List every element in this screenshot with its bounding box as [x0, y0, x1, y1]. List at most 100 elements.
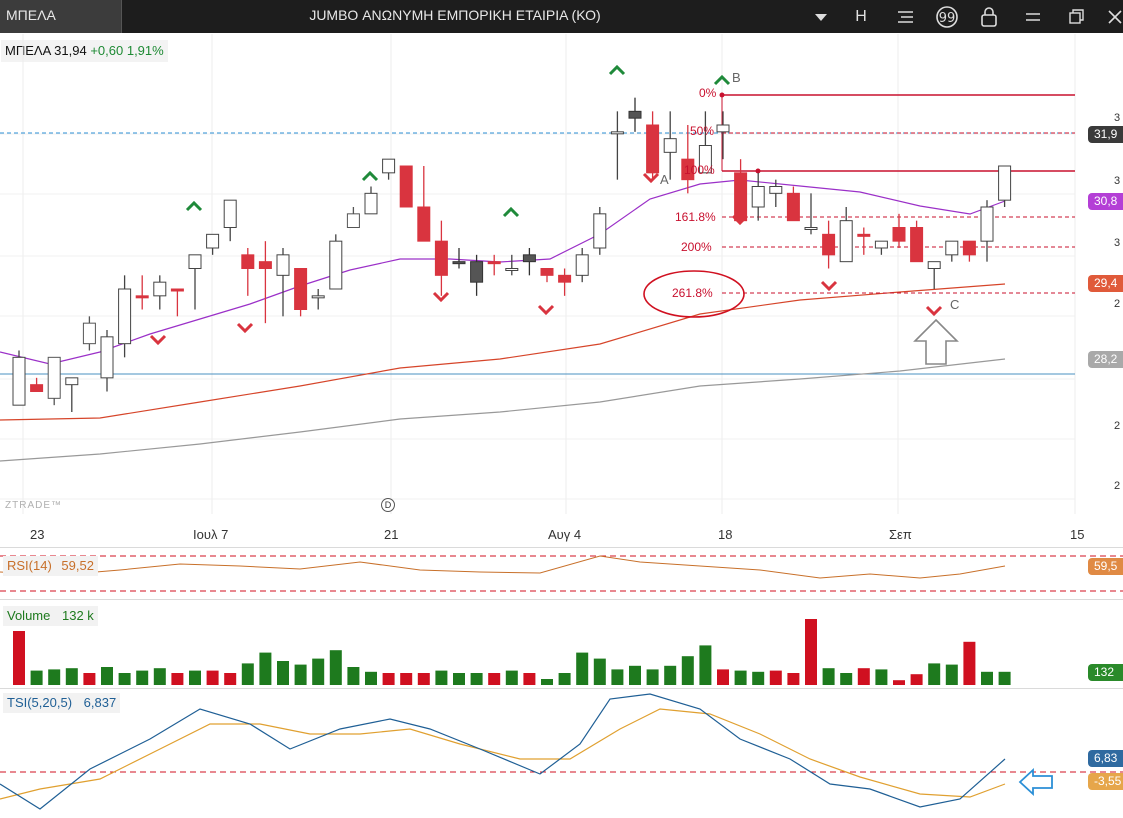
volume-bar [910, 674, 923, 685]
restore-icon[interactable] [1062, 0, 1092, 33]
volume-value: 132 k [62, 608, 94, 623]
volume-bar [83, 673, 96, 685]
pivot-down-icon [432, 291, 450, 303]
candle-body [346, 213, 360, 228]
rsi-line [0, 555, 1006, 579]
candle-body [558, 274, 572, 283]
rsi-chart[interactable] [0, 548, 1123, 598]
point-c-label: C [950, 297, 960, 312]
volume-bar [699, 645, 712, 685]
volume-bar [822, 668, 835, 685]
volume-bar [65, 668, 78, 685]
candle-body [170, 288, 184, 292]
rsi-value: 59,52 [61, 558, 94, 573]
candle-body [734, 172, 748, 222]
candle-body [540, 268, 554, 276]
volume-bar [541, 679, 553, 685]
volume-axis-label: 132 [1088, 664, 1123, 681]
y-tick-1: 3 [1114, 112, 1121, 124]
candle-body [769, 186, 783, 194]
volume-bar [769, 670, 782, 685]
chevron-down-icon[interactable] [806, 0, 836, 33]
candle-body [522, 254, 536, 263]
pivot-up-icon [502, 206, 520, 218]
pivot-up-icon [361, 170, 379, 182]
volume-bar [136, 670, 149, 685]
minimize-icon[interactable] [1018, 0, 1048, 33]
candle-body [998, 165, 1012, 201]
volume-bar [787, 673, 800, 685]
volume-chart[interactable] [0, 600, 1123, 688]
pivot-up-icon [713, 74, 731, 86]
symbol-tab[interactable]: ΜΠΕΛΑ [0, 0, 122, 33]
pivot-up-icon [185, 200, 203, 212]
lock-icon[interactable] [974, 0, 1004, 33]
quote-symbol: ΜΠΕΛΑ [5, 43, 51, 58]
candle-body [223, 199, 237, 229]
volume-bar [646, 669, 659, 685]
volume-bar [857, 668, 870, 685]
ma-mid-line [0, 283, 1006, 421]
candle-body [294, 268, 308, 310]
volume-bar [382, 673, 395, 685]
toolbar-h-button[interactable]: H [855, 7, 867, 25]
candle-body [276, 254, 290, 276]
close-icon[interactable] [1100, 0, 1123, 33]
volume-bar [347, 667, 360, 685]
tsi-signal-line [0, 708, 1006, 800]
candle-body [47, 356, 61, 399]
tsi-chart[interactable] [0, 689, 1123, 818]
candle-body [874, 240, 888, 249]
quote-icon[interactable]: 99 [932, 0, 962, 33]
volume-bar [153, 668, 166, 685]
volume-bar [629, 665, 641, 685]
y-tick-5: 2 [1114, 420, 1121, 432]
settings-lines-icon[interactable] [890, 0, 920, 33]
x-tick-3: Αυγ 4 [548, 527, 582, 542]
candle-body [30, 384, 44, 392]
ma-long-line [0, 358, 1006, 462]
symbol-tab-label: ΜΠΕΛΑ [6, 7, 56, 23]
volume-bar [523, 673, 536, 685]
candle-body [434, 240, 448, 276]
volume-bar [329, 650, 342, 685]
fib-50: 50% [690, 124, 715, 138]
svg-text:99: 99 [939, 11, 956, 26]
volume-bar [470, 673, 483, 685]
volume-bar [576, 652, 589, 685]
candle-body [822, 233, 836, 256]
volume-bar [734, 670, 747, 685]
volume-bar [664, 665, 677, 685]
volume-bar [241, 663, 254, 685]
candle-body [241, 254, 255, 269]
fib-anchor [755, 168, 761, 174]
volume-bar [118, 673, 131, 685]
volume-bar [893, 680, 905, 685]
volume-bar [189, 670, 201, 685]
dividend-marker[interactable]: D [381, 498, 395, 512]
up-arrow-icon [913, 318, 959, 365]
candle-body [311, 295, 325, 299]
volume-bar [101, 667, 113, 685]
volume-bar [981, 671, 993, 685]
pivot-down-icon [537, 304, 555, 316]
candle-body [206, 233, 220, 249]
y-tick-6: 2 [1114, 480, 1121, 492]
window-title: JUMBO ΑΝΩΝΥΜΗ ΕΜΠΟΡΙΚΗ ΕΤΑΙΡΙΑ (ΚΟ) [309, 7, 601, 23]
candle-body [452, 261, 466, 265]
volume-bar [48, 669, 61, 685]
volume-bar [277, 661, 289, 685]
volume-bar [206, 670, 219, 685]
candle-body [399, 165, 413, 208]
candle-body [646, 124, 660, 174]
candle-body [417, 206, 431, 242]
candle-body [65, 377, 79, 386]
price-chart[interactable] [0, 34, 1123, 519]
fib-100: 100% [684, 163, 715, 177]
volume-bar [224, 673, 237, 685]
pivot-down-icon [925, 305, 943, 317]
candle-body [892, 227, 906, 242]
candle-body [927, 261, 941, 270]
candle-body [575, 254, 589, 276]
candle-body [593, 213, 607, 249]
